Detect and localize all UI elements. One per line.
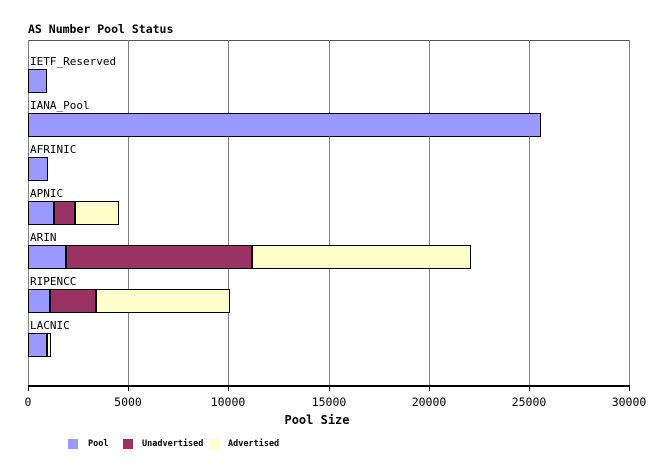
gridline [128, 40, 129, 385]
category-label: ARIN [30, 231, 57, 244]
bar-segment-unadvertised [54, 201, 75, 225]
legend-swatch-advertised [210, 439, 220, 449]
bar-segment-unadvertised [66, 245, 252, 269]
bar-segment-pool [28, 289, 50, 313]
x-axis-label: Pool Size [284, 413, 350, 427]
gridline [529, 40, 530, 385]
x-tick-label: 10000 [210, 395, 246, 409]
bar-segment-pool [28, 201, 54, 225]
legend-label-advertised: Advertised [228, 439, 280, 449]
x-axis-tick [529, 387, 530, 391]
category-label: AFRINIC [30, 143, 77, 156]
category-label: LACNIC [30, 319, 70, 332]
legend-swatch-unadvertised [123, 439, 133, 449]
x-axis-tick [329, 387, 330, 391]
bar-segment-pool [28, 333, 47, 357]
category-label: IETF_Reserved [30, 55, 117, 68]
bar-segment-advertised [47, 333, 51, 357]
x-tick-label: 30000 [611, 395, 647, 409]
gridline [329, 40, 330, 385]
gridline [429, 40, 430, 385]
x-tick-label: 25000 [511, 395, 547, 409]
bar-segment-pool [28, 157, 48, 181]
bar-segment-unadvertised [50, 289, 96, 313]
bar-segment-advertised [96, 289, 230, 313]
gridline [228, 40, 229, 385]
x-tick-label: 5000 [114, 395, 142, 409]
legend-label-unadvertised: Unadvertised [142, 439, 204, 449]
bar-segment-pool [28, 245, 66, 269]
x-tick-label: 0 [24, 395, 32, 409]
x-axis-tick [228, 387, 229, 391]
bar-segment-pool [28, 69, 47, 93]
x-tick-label: 15000 [311, 395, 347, 409]
category-label: RIPENCC [30, 275, 77, 288]
legend-swatch-pool [68, 439, 78, 449]
bar-segment-pool [28, 113, 541, 137]
bar-segment-advertised [75, 201, 119, 225]
legend-label-pool: Pool [88, 439, 109, 449]
category-label: APNIC [30, 187, 64, 200]
gridline [629, 40, 630, 385]
x-axis-tick [128, 387, 129, 391]
chart-title: AS Number Pool Status [28, 22, 174, 36]
x-axis-line [28, 385, 630, 387]
x-axis-tick [429, 387, 430, 391]
bar-segment-advertised [252, 245, 471, 269]
x-tick-label: 20000 [411, 395, 447, 409]
category-label: IANA_Pool [30, 99, 90, 112]
x-axis-tick [629, 387, 630, 391]
x-axis-tick [28, 387, 29, 391]
